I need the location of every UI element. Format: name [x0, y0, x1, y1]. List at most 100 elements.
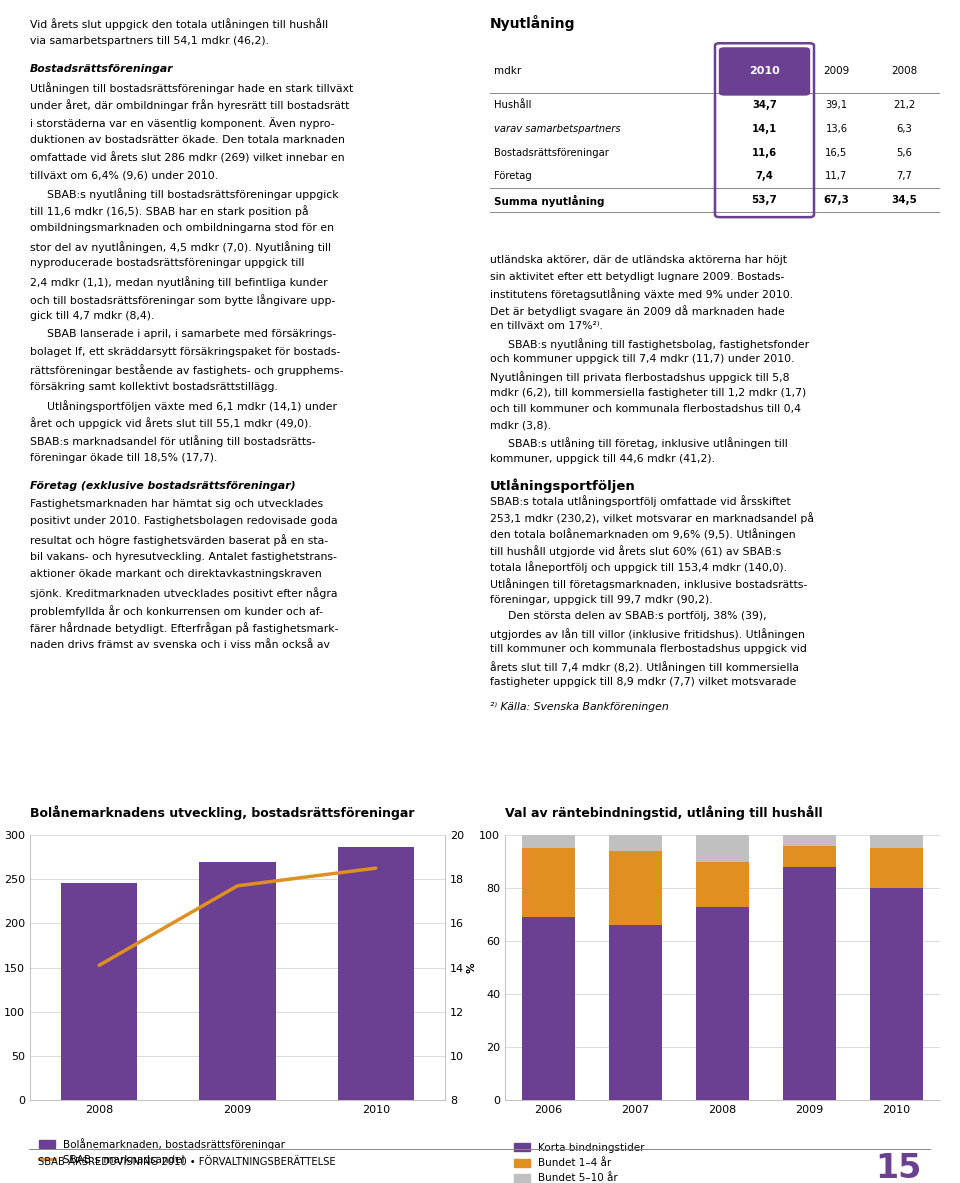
Text: föreningar ökade till 18,5% (17,7).: föreningar ökade till 18,5% (17,7). [30, 453, 217, 463]
Text: föreningar, uppgick till 99,7 mdkr (90,2).: föreningar, uppgick till 99,7 mdkr (90,2… [490, 595, 712, 605]
Text: aktioner ökade markant och direktavkastningskraven: aktioner ökade markant och direktavkastn… [30, 569, 322, 580]
Text: årets slut till 7,4 mdkr (8,2). Utlåningen till kommersiella: årets slut till 7,4 mdkr (8,2). Utlåning… [490, 661, 799, 673]
Text: Nyutlåning: Nyutlåning [490, 15, 575, 31]
Text: Bostadsrättsföreningar: Bostadsrättsföreningar [494, 148, 610, 157]
Text: totala låneportfölj och uppgick till 153,4 mdkr (140,0).: totala låneportfölj och uppgick till 153… [490, 562, 787, 574]
Text: under året, där ombildningar från hyresrätt till bostadsrätt: under året, där ombildningar från hyresr… [30, 99, 349, 111]
Text: Utlåningen till bostadsrättsföreningar hade en stark tillväxt: Utlåningen till bostadsrättsföreningar h… [30, 82, 353, 93]
Text: SBAB lanserade i april, i samarbete med försäkrings-: SBAB lanserade i april, i samarbete med … [47, 329, 336, 340]
Text: 2010: 2010 [749, 66, 780, 77]
Text: naden drivs främst av svenska och i viss mån också av: naden drivs främst av svenska och i viss… [30, 640, 330, 651]
Bar [871, 835, 923, 848]
Text: Bolånemarknadens utveckling, bostadsrättsföreningar: Bolånemarknadens utveckling, bostadsrätt… [30, 806, 415, 820]
Text: 2,4 mdkr (1,1), medan nyutlåning till befintliga kunder: 2,4 mdkr (1,1), medan nyutlåning till be… [30, 276, 327, 287]
Text: SBAB:s utlåning till företag, inklusive utlåningen till: SBAB:s utlåning till företag, inklusive … [508, 438, 788, 450]
Text: 7,4: 7,4 [756, 172, 774, 181]
Text: omfattade vid årets slut 286 mdkr (269) vilket innebar en: omfattade vid årets slut 286 mdkr (269) … [30, 153, 345, 163]
Text: utländska aktörer, där de utländska aktörerna har höjt: utländska aktörer, där de utländska aktö… [490, 256, 787, 265]
FancyBboxPatch shape [719, 49, 809, 95]
Text: 53,7: 53,7 [752, 195, 778, 206]
Y-axis label: %: % [467, 962, 477, 972]
Bar [783, 846, 835, 867]
Text: Utlåningsportföljen växte med 6,1 mdkr (14,1) under: Utlåningsportföljen växte med 6,1 mdkr (… [47, 400, 337, 412]
Text: 13,6: 13,6 [826, 123, 848, 134]
Text: nyproducerade bostadsrättsföreningar uppgick till: nyproducerade bostadsrättsföreningar upp… [30, 258, 304, 269]
Text: SBAB:s marknadsandel för utlåning till bostadsrätts-: SBAB:s marknadsandel för utlåning till b… [30, 435, 316, 447]
Bar [783, 835, 835, 846]
Text: 5,6: 5,6 [896, 148, 912, 157]
Text: 39,1: 39,1 [826, 99, 848, 110]
Bar [610, 925, 661, 1100]
Bar [871, 848, 923, 888]
Bar [696, 906, 749, 1100]
Text: Vid årets slut uppgick den totala utlåningen till hushåll: Vid årets slut uppgick den totala utlåni… [30, 18, 328, 30]
Text: mdkr: mdkr [494, 66, 521, 77]
Text: Val av räntebindningstid, utlåning till hushåll: Val av räntebindningstid, utlåning till … [505, 806, 823, 820]
Text: Nyutlåningen till privata flerbostadshus uppgick till 5,8: Nyutlåningen till privata flerbostadshus… [490, 371, 789, 383]
Text: 67,3: 67,3 [824, 195, 850, 206]
Text: i storstäderna var en väsentlig komponent. Även nypro-: i storstäderna var en väsentlig komponen… [30, 117, 335, 129]
Bar [522, 835, 575, 848]
Text: Utlåningsportföljen: Utlåningsportföljen [490, 479, 636, 493]
Text: duktionen av bostadsrätter ökade. Den totala marknaden: duktionen av bostadsrätter ökade. Den to… [30, 135, 345, 144]
Text: SBAB:s nyutlåning till bostadsrättsföreningar uppgick: SBAB:s nyutlåning till bostadsrättsfören… [47, 188, 339, 200]
Bar [522, 917, 575, 1100]
Text: färer hårdnade betydligt. Efterfrågan på fastighetsmark-: färer hårdnade betydligt. Efterfrågan på… [30, 622, 339, 634]
Text: till 11,6 mdkr (16,5). SBAB har en stark position på: till 11,6 mdkr (16,5). SBAB har en stark… [30, 206, 308, 218]
Text: 15: 15 [876, 1152, 922, 1183]
Bar [338, 847, 414, 1100]
Text: 11,7: 11,7 [826, 172, 848, 181]
Text: varav samarbetspartners: varav samarbetspartners [494, 123, 621, 134]
Text: ²⁾ Källa: Svenska Bankföreningen: ²⁾ Källa: Svenska Bankföreningen [490, 703, 669, 712]
Text: året och uppgick vid årets slut till 55,1 mdkr (49,0).: året och uppgick vid årets slut till 55,… [30, 418, 312, 429]
Text: SBAB ÅRSREDOVISNING 2010 • FÖRVALTNINGSBERÄTTELSE: SBAB ÅRSREDOVISNING 2010 • FÖRVALTNINGSB… [38, 1157, 336, 1166]
Text: Utlåningen till företagsmarknaden, inklusive bostadsrätts-: Utlåningen till företagsmarknaden, inklu… [490, 578, 807, 590]
Text: rättsföreningar bestående av fastighets- och grupphems-: rättsföreningar bestående av fastighets-… [30, 364, 344, 376]
Text: försäkring samt kollektivt bostadsrättstillägg.: försäkring samt kollektivt bostadsrättst… [30, 382, 277, 392]
Text: 16,5: 16,5 [826, 148, 848, 157]
Text: Summa nyutlåning: Summa nyutlåning [494, 194, 605, 207]
Bar [61, 883, 137, 1100]
Bar [522, 848, 575, 917]
Text: mdkr (3,8).: mdkr (3,8). [490, 421, 551, 431]
Text: Företag (exklusive bostadsrättsföreningar): Företag (exklusive bostadsrättsföreninga… [30, 481, 296, 491]
Text: Bostadsrättsföreningar: Bostadsrättsföreningar [30, 64, 174, 75]
Text: ombildningsmarknaden och ombildningarna stod för en: ombildningsmarknaden och ombildningarna … [30, 224, 334, 233]
Text: fastigheter uppgick till 8,9 mdkr (7,7) vilket motsvarade: fastigheter uppgick till 8,9 mdkr (7,7) … [490, 678, 797, 687]
Text: 2008: 2008 [891, 66, 917, 77]
Bar [871, 888, 923, 1100]
Text: Hushåll: Hushåll [494, 99, 532, 110]
Text: Det är betydligt svagare än 2009 då marknaden hade: Det är betydligt svagare än 2009 då mark… [490, 305, 784, 317]
Text: 14,1: 14,1 [752, 123, 778, 134]
Text: 34,7: 34,7 [752, 99, 777, 110]
Text: tillväxt om 6,4% (9,6) under 2010.: tillväxt om 6,4% (9,6) under 2010. [30, 170, 218, 180]
Bar [696, 835, 749, 861]
Bar [200, 862, 276, 1100]
Text: 34,5: 34,5 [891, 195, 917, 206]
Text: 21,2: 21,2 [893, 99, 915, 110]
Text: till hushåll utgjorde vid årets slut 60% (61) av SBAB:s: till hushåll utgjorde vid årets slut 60%… [490, 545, 781, 557]
Text: kommuner, uppgick till 44,6 mdkr (41,2).: kommuner, uppgick till 44,6 mdkr (41,2). [490, 454, 715, 464]
Legend: Korta bindningstider, Bundet 1–4 år, Bundet 5–10 år: Korta bindningstider, Bundet 1–4 år, Bun… [510, 1139, 649, 1183]
Text: en tillväxt om 17%²⁾.: en tillväxt om 17%²⁾. [490, 322, 603, 331]
Text: positivt under 2010. Fastighetsbolagen redovisade goda: positivt under 2010. Fastighetsbolagen r… [30, 517, 338, 526]
Text: stor del av nyutlåningen, 4,5 mdkr (7,0). Nyutlåning till: stor del av nyutlåningen, 4,5 mdkr (7,0)… [30, 240, 331, 253]
Y-axis label: %: % [467, 962, 476, 972]
Text: problemfyllda år och konkurrensen om kunder och af-: problemfyllda år och konkurrensen om kun… [30, 605, 323, 616]
Text: institutens företagsutlåning växte med 9% under 2010.: institutens företagsutlåning växte med 9… [490, 289, 793, 300]
Text: mdkr (6,2), till kommersiella fastigheter till 1,2 mdkr (1,7): mdkr (6,2), till kommersiella fastighete… [490, 388, 806, 397]
Text: via samarbetspartners till 54,1 mdkr (46,2).: via samarbetspartners till 54,1 mdkr (46… [30, 35, 269, 46]
Bar [610, 851, 661, 925]
Text: SBAB:s totala utlåningsportfölj omfattade vid årsskiftet: SBAB:s totala utlåningsportfölj omfattad… [490, 496, 791, 508]
Text: gick till 4,7 mdkr (8,4).: gick till 4,7 mdkr (8,4). [30, 311, 155, 322]
Text: 6,3: 6,3 [896, 123, 912, 134]
Text: bolaget If, ett skräddarsytt försäkringspaket för bostads-: bolaget If, ett skräddarsytt försäkrings… [30, 347, 340, 357]
Text: och kommuner uppgick till 7,4 mdkr (11,7) under 2010.: och kommuner uppgick till 7,4 mdkr (11,7… [490, 355, 795, 364]
Text: utgjordes av lån till villor (inklusive fritidshus). Utlåningen: utgjordes av lån till villor (inklusive … [490, 628, 804, 640]
Bar [696, 861, 749, 906]
Legend: Bolånemarknaden, bostadsrättsföreningar, SBAB:s marknadsandel: Bolånemarknaden, bostadsrättsföreningar,… [36, 1133, 290, 1169]
Text: och till bostadsrättsföreningar som bytte långivare upp-: och till bostadsrättsföreningar som bytt… [30, 293, 335, 305]
Bar [783, 867, 835, 1100]
Text: 2009: 2009 [824, 66, 850, 77]
Text: Den största delen av SBAB:s portfölj, 38% (39),: Den största delen av SBAB:s portfölj, 38… [508, 612, 767, 621]
